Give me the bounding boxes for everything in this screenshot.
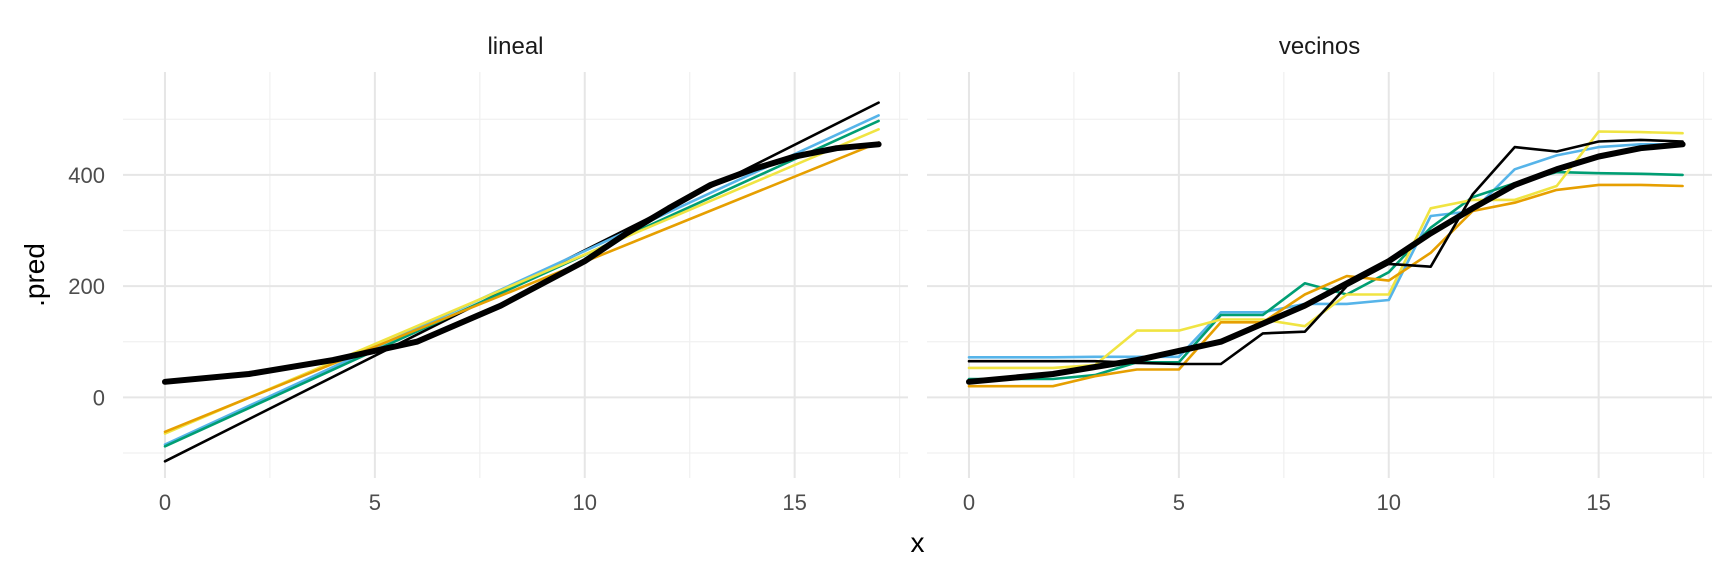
x-tick-label: 0 xyxy=(159,490,171,515)
y-tick-label: 400 xyxy=(68,163,105,188)
panel-title: vecinos xyxy=(1279,33,1360,60)
y-axis-title: .pred xyxy=(19,243,50,307)
x-tick-label: 15 xyxy=(1586,490,1610,515)
series-line-3 xyxy=(967,183,1684,388)
x-tick-label: 0 xyxy=(963,490,975,515)
series-line-4 xyxy=(967,138,1684,366)
series-line-4 xyxy=(163,141,880,434)
series-line-2 xyxy=(163,119,880,448)
series-line-1 xyxy=(967,170,1684,381)
panel-lineal: lineal 0 5 10 15 0 200 400 xyxy=(68,33,908,515)
x-axis-title: x xyxy=(911,527,925,558)
series-line-0 xyxy=(967,143,1684,359)
series-line-2 xyxy=(967,130,1684,370)
x-tick-label: 5 xyxy=(1173,490,1185,515)
panel-vecinos: vecinos 0 5 10 15 xyxy=(927,33,1712,515)
series-line-thick xyxy=(162,141,882,385)
x-tick-label: 10 xyxy=(573,490,597,515)
x-tick-label: 5 xyxy=(369,490,381,515)
series-line-thick xyxy=(966,141,1686,385)
y-tick-label: 0 xyxy=(93,385,105,410)
panel-title: lineal xyxy=(487,33,543,60)
y-tick-label: 200 xyxy=(68,274,105,299)
x-tick-label: 15 xyxy=(782,490,806,515)
x-tick-label: 10 xyxy=(1377,490,1401,515)
